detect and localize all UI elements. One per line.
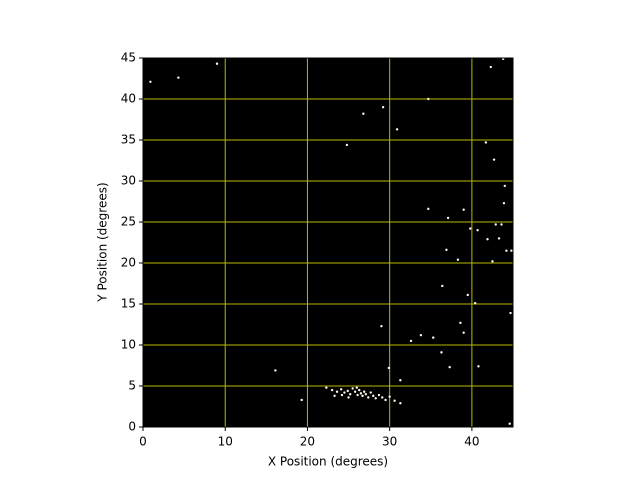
- x-tick-label: 40: [464, 435, 479, 449]
- x-axis-label: X Position (degrees): [268, 455, 388, 469]
- plot-background: [143, 58, 513, 427]
- point: [427, 97, 430, 101]
- point: [395, 128, 399, 131]
- point: [346, 389, 349, 393]
- y-axis-label: Y Position (degrees): [96, 182, 110, 302]
- point: [351, 387, 354, 390]
- point: [339, 388, 343, 391]
- point: [361, 394, 364, 398]
- point: [349, 393, 352, 396]
- point: [387, 366, 391, 370]
- y-tick-label: 25: [121, 215, 136, 229]
- y-tick-label: 0: [128, 420, 136, 434]
- point: [399, 402, 402, 405]
- point: [462, 208, 465, 211]
- point: [427, 207, 430, 211]
- point: [473, 301, 477, 305]
- point: [340, 393, 344, 397]
- point: [384, 398, 387, 402]
- point: [502, 201, 506, 205]
- point: [372, 394, 375, 398]
- point: [476, 229, 479, 232]
- point: [494, 223, 497, 226]
- point: [358, 388, 361, 392]
- point: [508, 422, 511, 425]
- point: [462, 331, 465, 334]
- point: [362, 390, 366, 393]
- point: [374, 397, 377, 400]
- x-tick-label: 30: [382, 435, 397, 449]
- point: [399, 379, 402, 382]
- point: [441, 284, 444, 288]
- point: [356, 393, 359, 397]
- point: [300, 398, 303, 402]
- y-tick-label: 5: [128, 379, 136, 393]
- point: [343, 391, 346, 394]
- point: [459, 321, 462, 325]
- point: [388, 395, 391, 398]
- point: [274, 369, 277, 372]
- point: [177, 76, 180, 79]
- point: [355, 386, 358, 389]
- point: [446, 216, 450, 220]
- point: [469, 227, 472, 230]
- point: [486, 238, 489, 241]
- point: [345, 143, 349, 147]
- point: [456, 258, 460, 261]
- point: [492, 158, 496, 161]
- point: [215, 62, 219, 65]
- point: [419, 333, 423, 337]
- point: [448, 365, 451, 369]
- point: [500, 223, 503, 226]
- y-tick-label: 40: [121, 92, 136, 106]
- point: [393, 399, 396, 402]
- x-tick-label: 20: [300, 435, 315, 449]
- point: [509, 311, 512, 315]
- point: [466, 293, 469, 297]
- y-tick-label: 35: [121, 133, 136, 147]
- y-tick-label: 30: [121, 174, 136, 188]
- y-tick-label: 45: [121, 51, 136, 65]
- point: [364, 393, 368, 396]
- plot-frame: [142, 57, 514, 428]
- y-tick-label: 10: [121, 338, 136, 352]
- point: [380, 324, 383, 328]
- point: [489, 65, 492, 69]
- point: [359, 392, 363, 395]
- x-tick-label: 10: [218, 435, 233, 449]
- point: [353, 390, 357, 393]
- x-tick-label: 0: [139, 435, 147, 449]
- point: [432, 336, 435, 339]
- point: [497, 237, 501, 240]
- point: [330, 388, 334, 392]
- point: [491, 260, 494, 263]
- point: [333, 394, 336, 398]
- point: [484, 141, 488, 144]
- point: [503, 184, 506, 188]
- point: [510, 249, 513, 252]
- y-tick-label: 15: [121, 297, 136, 311]
- point: [325, 386, 328, 389]
- point: [335, 390, 339, 393]
- point: [369, 391, 372, 394]
- point: [377, 393, 381, 397]
- point: [367, 396, 370, 399]
- point: [149, 80, 152, 83]
- point: [440, 351, 443, 354]
- point: [381, 396, 384, 399]
- point: [381, 106, 385, 109]
- point: [445, 248, 448, 252]
- point: [477, 365, 480, 368]
- y-tick-label: 20: [121, 256, 136, 270]
- point: [362, 112, 365, 115]
- point: [409, 339, 413, 343]
- point: [505, 249, 508, 252]
- point: [347, 396, 350, 399]
